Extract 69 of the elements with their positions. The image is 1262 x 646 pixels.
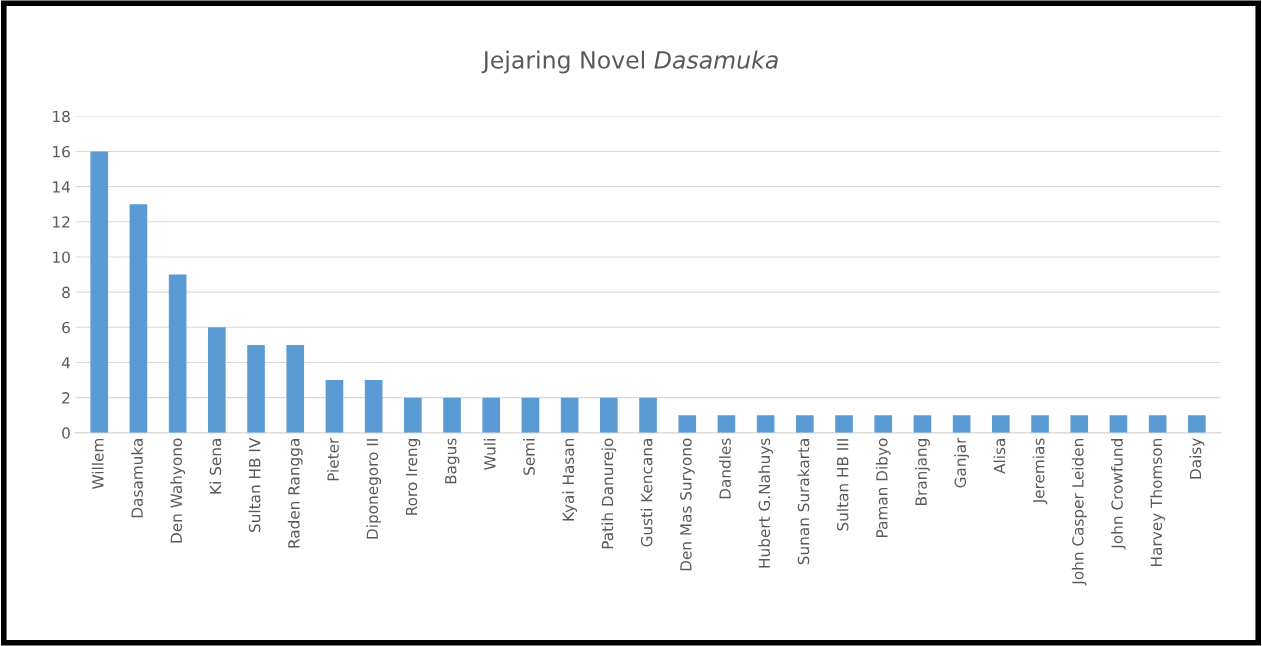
x-tick-label: Sunan Surakarta <box>797 439 810 565</box>
x-tick-label: Jeremias <box>1032 438 1048 505</box>
bar <box>835 415 853 433</box>
x-tick-label: Sultan HB III <box>836 439 849 531</box>
bar <box>443 397 461 433</box>
bar <box>1070 415 1089 433</box>
bar <box>325 380 344 433</box>
x-tick-label: Hubert G.Nahuys <box>758 438 774 568</box>
x-tick-label: Pieter <box>327 437 339 481</box>
bar <box>404 397 422 433</box>
x-tick-label: Wuli <box>483 439 496 470</box>
x-tick-label: Bagus <box>445 438 460 484</box>
bar <box>521 397 540 433</box>
x-tick-label: Raden Rangga <box>287 439 303 548</box>
bar <box>129 204 148 433</box>
bar <box>1188 415 1206 433</box>
x-tick-label: Ganjar <box>954 437 970 488</box>
y-tick-label: 2 <box>62 392 70 404</box>
x-tick-label: Harvey Thomson <box>1150 438 1166 566</box>
x-tick-label: John Crowfund <box>1111 439 1126 550</box>
x-tick-label: Gusti Kencana <box>640 439 653 547</box>
x-tick-label: Sultan HB IV <box>248 437 261 532</box>
y-tick-label: 6 <box>62 321 70 334</box>
y-tick-label: 4 <box>61 357 70 369</box>
x-tick-label: Willem <box>91 438 104 489</box>
bar <box>208 327 226 433</box>
bar <box>247 344 265 433</box>
bar <box>678 415 697 433</box>
bar <box>639 397 657 433</box>
x-tick-label: Daisy <box>1189 438 1205 479</box>
bar <box>90 151 109 433</box>
chart-title: Jejaring Novel Dasamuka <box>481 50 778 74</box>
x-tick-label: Roro Ireng <box>405 439 421 515</box>
x-tick-label: Dasamuka <box>131 439 143 518</box>
x-tick-label: Branjang <box>915 439 930 505</box>
bar <box>796 415 814 433</box>
bar <box>1109 415 1128 433</box>
bar <box>1148 415 1167 433</box>
bar <box>168 274 187 433</box>
bar <box>560 397 579 433</box>
bar <box>756 415 775 433</box>
bar <box>1031 415 1049 433</box>
bar <box>600 397 618 433</box>
x-tick-label: Dandles <box>719 438 731 499</box>
y-tick-label: 16 <box>53 145 70 158</box>
bar <box>717 415 736 433</box>
y-tick-label: 0 <box>62 427 70 439</box>
bar <box>952 415 971 433</box>
y-tick-label: 14 <box>53 181 70 193</box>
y-tick-label: 8 <box>62 286 70 299</box>
x-tick-label: Ki Sena <box>209 439 222 494</box>
y-tick-label: 18 <box>53 110 70 123</box>
x-tick-label: Diponegoro II <box>366 439 382 539</box>
x-tick-label: Patih Danurejo <box>601 438 617 549</box>
bar <box>992 415 1010 433</box>
bar <box>874 415 893 433</box>
y-tick-label: 12 <box>53 216 70 228</box>
y-tick-label: 10 <box>53 251 70 263</box>
bar <box>364 380 383 433</box>
x-tick-label: Den Mas Suryono <box>680 438 695 571</box>
x-tick-label: Paman Dibyo <box>875 438 891 537</box>
x-tick-label: Den Wahyono <box>170 438 186 543</box>
bar <box>482 397 501 433</box>
x-tick-label: Semi <box>523 439 535 475</box>
x-tick-label: John Casper Leiden <box>1071 438 1087 586</box>
x-tick-label: Kyai Hasan <box>562 438 578 521</box>
x-tick-label: Alisa <box>993 439 1006 474</box>
bar <box>913 415 932 433</box>
bar <box>286 344 305 433</box>
